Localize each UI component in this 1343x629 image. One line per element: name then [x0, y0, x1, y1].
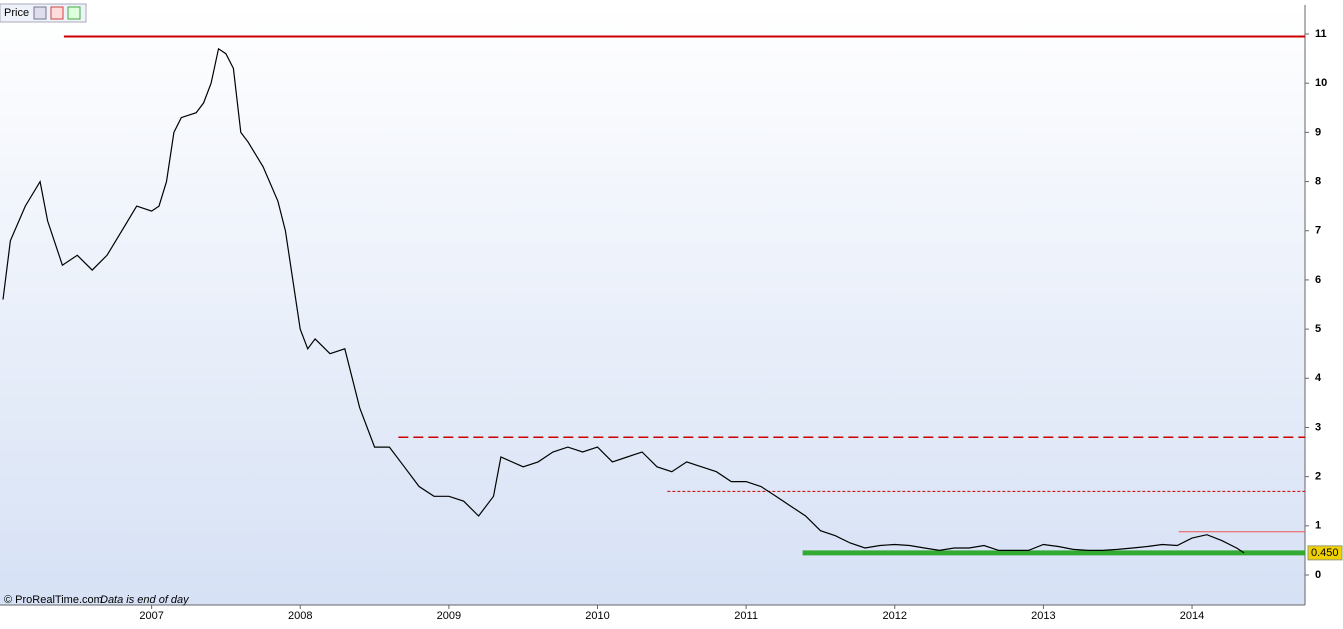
x-tick-label: 2011 — [734, 610, 758, 622]
plot-area — [0, 5, 1305, 605]
y-tick-label: 9 — [1315, 126, 1321, 138]
price-line — [2, 47, 1245, 554]
x-tick-label: 2013 — [1031, 610, 1055, 622]
settings-button[interactable] — [33, 6, 47, 20]
footer-source: © ProRealTime.com — [4, 594, 103, 606]
x-tick-label: 2010 — [585, 610, 609, 622]
up-button[interactable] — [67, 6, 81, 20]
y-tick-label: 5 — [1315, 323, 1321, 335]
y-tick-label: 11 — [1315, 28, 1327, 40]
y-tick-label: 10 — [1315, 77, 1327, 89]
last-value-box — [1307, 545, 1343, 561]
x-tick-label: 2008 — [288, 610, 312, 622]
x-tick-label: 2007 — [139, 610, 163, 622]
last-value-label: 0.450 — [1311, 547, 1339, 559]
x-tick-label: 2012 — [883, 610, 907, 622]
y-tick-label: 7 — [1315, 225, 1321, 237]
y-tick-label: 8 — [1315, 175, 1321, 187]
x-tick-label: 2009 — [437, 610, 461, 622]
toolbar-label: Price — [4, 7, 29, 19]
y-tick-label: 2 — [1315, 471, 1321, 483]
remove-button[interactable] — [50, 6, 64, 20]
x-tick-label: 2014 — [1180, 610, 1204, 622]
y-tick-label: 3 — [1315, 421, 1321, 433]
y-tick-label: 6 — [1315, 274, 1321, 286]
y-tick-label: 0 — [1315, 569, 1321, 581]
y-tick-label: 4 — [1315, 372, 1322, 384]
footer-note: Data is end of day — [100, 594, 190, 606]
y-tick-label: 1 — [1315, 520, 1321, 532]
